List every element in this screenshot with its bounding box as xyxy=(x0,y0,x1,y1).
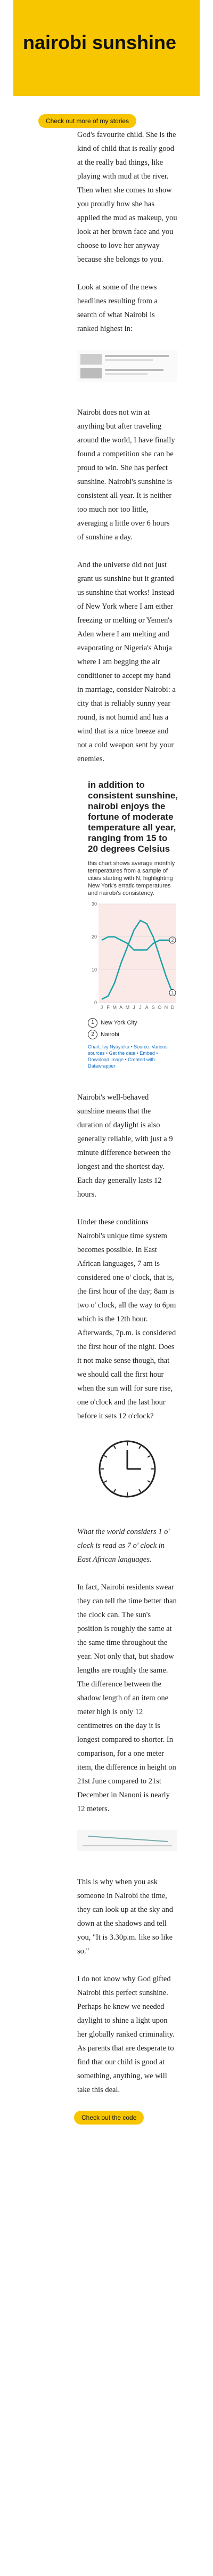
legend-entry: 2 Nairobi xyxy=(88,1030,178,1039)
clock-tick xyxy=(138,1446,141,1449)
clock-tick xyxy=(147,1455,151,1458)
article: God's favourite child. She is the kind o… xyxy=(74,128,178,2125)
clock-tick xyxy=(113,1489,116,1492)
y-tick-label: 20 xyxy=(92,934,97,940)
clock-tick xyxy=(138,1489,141,1492)
legend-label: Nairobi xyxy=(101,1031,119,1038)
legend-label: New York City xyxy=(101,1020,137,1026)
shadow-image xyxy=(77,1830,177,1851)
legend-marker: 1 xyxy=(88,1018,97,1028)
x-tick-label: M xyxy=(126,1005,130,1010)
x-tick-label: S xyxy=(152,1005,155,1010)
headlines-image xyxy=(77,350,177,382)
title: nairobi sunshine xyxy=(23,31,177,53)
x-tick-label: A xyxy=(119,1005,122,1010)
clock-image xyxy=(99,1440,156,1498)
code-button[interactable]: Check out the code xyxy=(74,2111,144,2125)
legend: 1 New York City 2 Nairobi xyxy=(88,1018,178,1039)
chart-subtitle: this chart shows average monthly tempera… xyxy=(88,860,175,897)
chart-block: in addition to consistent sunshine, nair… xyxy=(88,780,178,1069)
paragraph: Look at some of the news headlines resul… xyxy=(77,283,158,333)
stories-button[interactable]: Check out more of my stories xyxy=(38,114,137,128)
header: nairobi sunshine xyxy=(13,0,200,96)
chart-title: in addition to consistent sunshine, nair… xyxy=(88,780,178,854)
series-line xyxy=(101,936,173,951)
legend-entry: 1 New York City xyxy=(88,1018,178,1028)
paragraph: In fact, Nairobi residents swear they ca… xyxy=(77,1583,177,1813)
x-tick-label: O xyxy=(158,1005,161,1010)
paragraph: And the universe did not just grant us s… xyxy=(77,561,176,763)
x-tick-label: J xyxy=(101,1005,103,1010)
caption: What the world considers 1 o' clock is r… xyxy=(77,1528,170,1564)
clock-tick xyxy=(104,1455,108,1458)
x-tick-label: N xyxy=(165,1005,168,1010)
x-tick-label: F xyxy=(106,1005,110,1010)
x-tick-label: J xyxy=(133,1005,135,1010)
clock-tick xyxy=(113,1446,116,1449)
clock-tick xyxy=(104,1480,108,1483)
legend-marker: 2 xyxy=(88,1030,97,1039)
series-line xyxy=(101,919,174,1000)
paragraph: I do not know why God gifted Nairobi thi… xyxy=(77,1975,175,2094)
x-tick-label: J xyxy=(139,1005,142,1010)
x-tick-label: A xyxy=(145,1005,149,1010)
paragraph: Under these conditions Nairobi's unique … xyxy=(77,1218,176,1420)
paragraph: God's favourite child. She is the kind o… xyxy=(77,131,177,264)
x-tick-label: D xyxy=(171,1005,175,1010)
series-marker xyxy=(169,936,176,944)
paragraph: Nairobi's well-behaved sunshine means th… xyxy=(77,1093,173,1199)
paragraph: Nairobi does not win at anything but aft… xyxy=(77,408,175,542)
y-tick-label: 30 xyxy=(92,901,97,907)
paragraph: This is why when you ask someone in Nair… xyxy=(77,1878,173,1956)
y-tick-label: 0 xyxy=(94,1000,97,1005)
y-tick-label: 10 xyxy=(92,967,97,972)
series-marker-label: 2 xyxy=(171,938,174,943)
series-marker-label: 1 xyxy=(171,990,174,996)
clock-tick xyxy=(147,1480,151,1483)
chart-source: Chart: Ivy Nyayieka • Source: Various so… xyxy=(88,1044,168,1069)
series-marker xyxy=(169,989,176,996)
x-tick-label: M xyxy=(112,1005,117,1010)
